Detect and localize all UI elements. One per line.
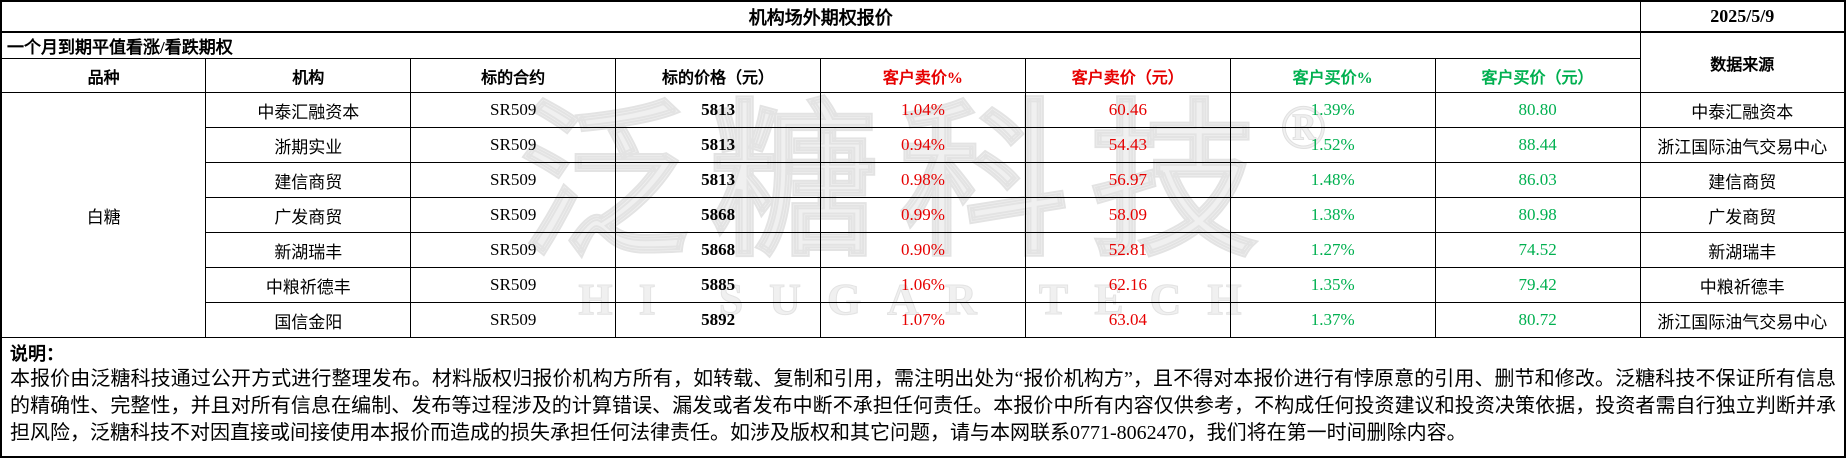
source-cell: 建信商贸 xyxy=(1639,162,1846,198)
sell-yuan-cell: 62.16 xyxy=(1024,267,1231,303)
sell-yuan-cell: 63.04 xyxy=(1024,302,1231,338)
title-row: 机构场外期权报价 2025/5/9 xyxy=(0,0,1846,33)
column-header-data-source: 数据来源 xyxy=(1639,31,1846,93)
report-date: 2025/5/9 xyxy=(1639,0,1846,33)
disclaimer-text: 本报价由泛糖科技通过公开方式进行整理发布。材料版权归报价机构方所有，如转载、复制… xyxy=(10,368,1836,444)
sell-pct-cell: 0.90% xyxy=(820,232,1026,268)
buy-yuan-cell: 79.42 xyxy=(1434,267,1641,303)
underlying-price-cell: 5813 xyxy=(615,127,821,163)
table-row: 国信金阳 SR509 5892 1.07% 63.04 1.37% 80.72 … xyxy=(1,302,1846,338)
institution-cell: 浙期实业 xyxy=(205,127,412,163)
buy-pct-cell: 1.37% xyxy=(1229,302,1436,338)
subtitle-row: 一个月到期平值看涨/看跌期权 数据来源 xyxy=(0,31,1846,93)
column-header-underlying-price: 标的价格（元） xyxy=(615,58,821,93)
contract-cell: SR509 xyxy=(410,302,617,338)
sell-pct-cell: 1.06% xyxy=(820,267,1026,303)
buy-pct-cell: 1.35% xyxy=(1229,267,1436,303)
column-header-institution: 机构 xyxy=(205,58,412,93)
sell-pct-cell: 0.99% xyxy=(820,197,1026,233)
buy-pct-cell: 1.27% xyxy=(1229,232,1436,268)
underlying-price-cell: 5813 xyxy=(615,92,821,128)
table-row: 广发商贸 SR509 5868 0.99% 58.09 1.38% 80.98 … xyxy=(1,197,1846,233)
buy-yuan-cell: 74.52 xyxy=(1434,232,1641,268)
column-header-variety: 品种 xyxy=(0,58,207,93)
column-header-sell-yuan: 客户卖价（元） xyxy=(1024,58,1231,93)
institution-cell: 中粮祈德丰 xyxy=(205,267,412,303)
underlying-price-cell: 5868 xyxy=(615,232,821,268)
sell-pct-cell: 1.07% xyxy=(820,302,1026,338)
table-row: 白糖 中泰汇融资本 SR509 5813 1.04% 60.46 1.39% 8… xyxy=(0,92,1846,338)
page-title: 机构场外期权报价 xyxy=(0,0,1641,33)
underlying-price-cell: 5868 xyxy=(615,197,821,233)
buy-pct-cell: 1.52% xyxy=(1229,127,1436,163)
institution-cell: 中泰汇融资本 xyxy=(205,92,412,128)
underlying-price-cell: 5892 xyxy=(615,302,821,338)
buy-yuan-cell: 80.72 xyxy=(1434,302,1641,338)
underlying-price-cell: 5813 xyxy=(615,162,821,198)
contract-cell: SR509 xyxy=(410,92,617,128)
disclaimer-section: 说明： 本报价由泛糖科技通过公开方式进行整理发布。材料版权归报价机构方所有，如转… xyxy=(0,337,1846,458)
institution-cell: 广发商贸 xyxy=(205,197,412,233)
option-type-subtitle: 一个月到期平值看涨/看跌期权 xyxy=(0,31,1641,59)
table-row: 浙期实业 SR509 5813 0.94% 54.43 1.52% 88.44 … xyxy=(1,127,1846,163)
column-header-contract: 标的合约 xyxy=(410,58,617,93)
contract-cell: SR509 xyxy=(410,232,617,268)
variety-cell: 白糖 xyxy=(0,92,207,338)
source-cell: 广发商贸 xyxy=(1639,197,1846,233)
disclaimer-label: 说明： xyxy=(10,344,64,364)
buy-yuan-cell: 88.44 xyxy=(1434,127,1641,163)
buy-pct-cell: 1.38% xyxy=(1229,197,1436,233)
source-cell: 浙江国际油气交易中心 xyxy=(1639,127,1846,163)
source-cell: 中泰汇融资本 xyxy=(1639,92,1846,128)
sell-yuan-cell: 60.46 xyxy=(1024,92,1231,128)
source-cell: 新湖瑞丰 xyxy=(1639,232,1846,268)
sell-yuan-cell: 56.97 xyxy=(1024,162,1231,198)
sell-pct-cell: 0.94% xyxy=(820,127,1026,163)
contract-cell: SR509 xyxy=(410,162,617,198)
buy-yuan-cell: 86.03 xyxy=(1434,162,1641,198)
column-header-buy-pct: 客户买价% xyxy=(1229,58,1436,93)
sell-yuan-cell: 54.43 xyxy=(1024,127,1231,163)
column-header-buy-yuan: 客户买价（元） xyxy=(1434,58,1641,93)
underlying-price-cell: 5885 xyxy=(615,267,821,303)
table-row: 新湖瑞丰 SR509 5868 0.90% 52.81 1.27% 74.52 … xyxy=(1,232,1846,268)
source-cell: 中粮祈德丰 xyxy=(1639,267,1846,303)
sell-pct-cell: 1.04% xyxy=(820,92,1026,128)
table-row: 建信商贸 SR509 5813 0.98% 56.97 1.48% 86.03 … xyxy=(1,162,1846,198)
institution-cell: 国信金阳 xyxy=(205,302,412,338)
contract-cell: SR509 xyxy=(410,267,617,303)
note-row: 说明： 本报价由泛糖科技通过公开方式进行整理发布。材料版权归报价机构方所有，如转… xyxy=(0,337,1846,458)
column-header-row: 品种 机构 标的合约 标的价格（元） 客户卖价% 客户卖价（元） 客户买价% 客… xyxy=(0,58,1845,93)
buy-yuan-cell: 80.98 xyxy=(1434,197,1641,233)
contract-cell: SR509 xyxy=(410,197,617,233)
buy-pct-cell: 1.39% xyxy=(1229,92,1436,128)
sell-yuan-cell: 52.81 xyxy=(1024,232,1231,268)
table-row: 中粮祈德丰 SR509 5885 1.06% 62.16 1.35% 79.42… xyxy=(1,267,1846,303)
source-cell: 浙江国际油气交易中心 xyxy=(1639,302,1846,338)
buy-pct-cell: 1.48% xyxy=(1229,162,1436,198)
contract-cell: SR509 xyxy=(410,127,617,163)
institution-cell: 新湖瑞丰 xyxy=(205,232,412,268)
sell-pct-cell: 0.98% xyxy=(820,162,1026,198)
buy-yuan-cell: 80.80 xyxy=(1434,92,1641,128)
institution-cell: 建信商贸 xyxy=(205,162,412,198)
sell-yuan-cell: 58.09 xyxy=(1024,197,1231,233)
column-header-sell-pct: 客户卖价% xyxy=(820,58,1026,93)
